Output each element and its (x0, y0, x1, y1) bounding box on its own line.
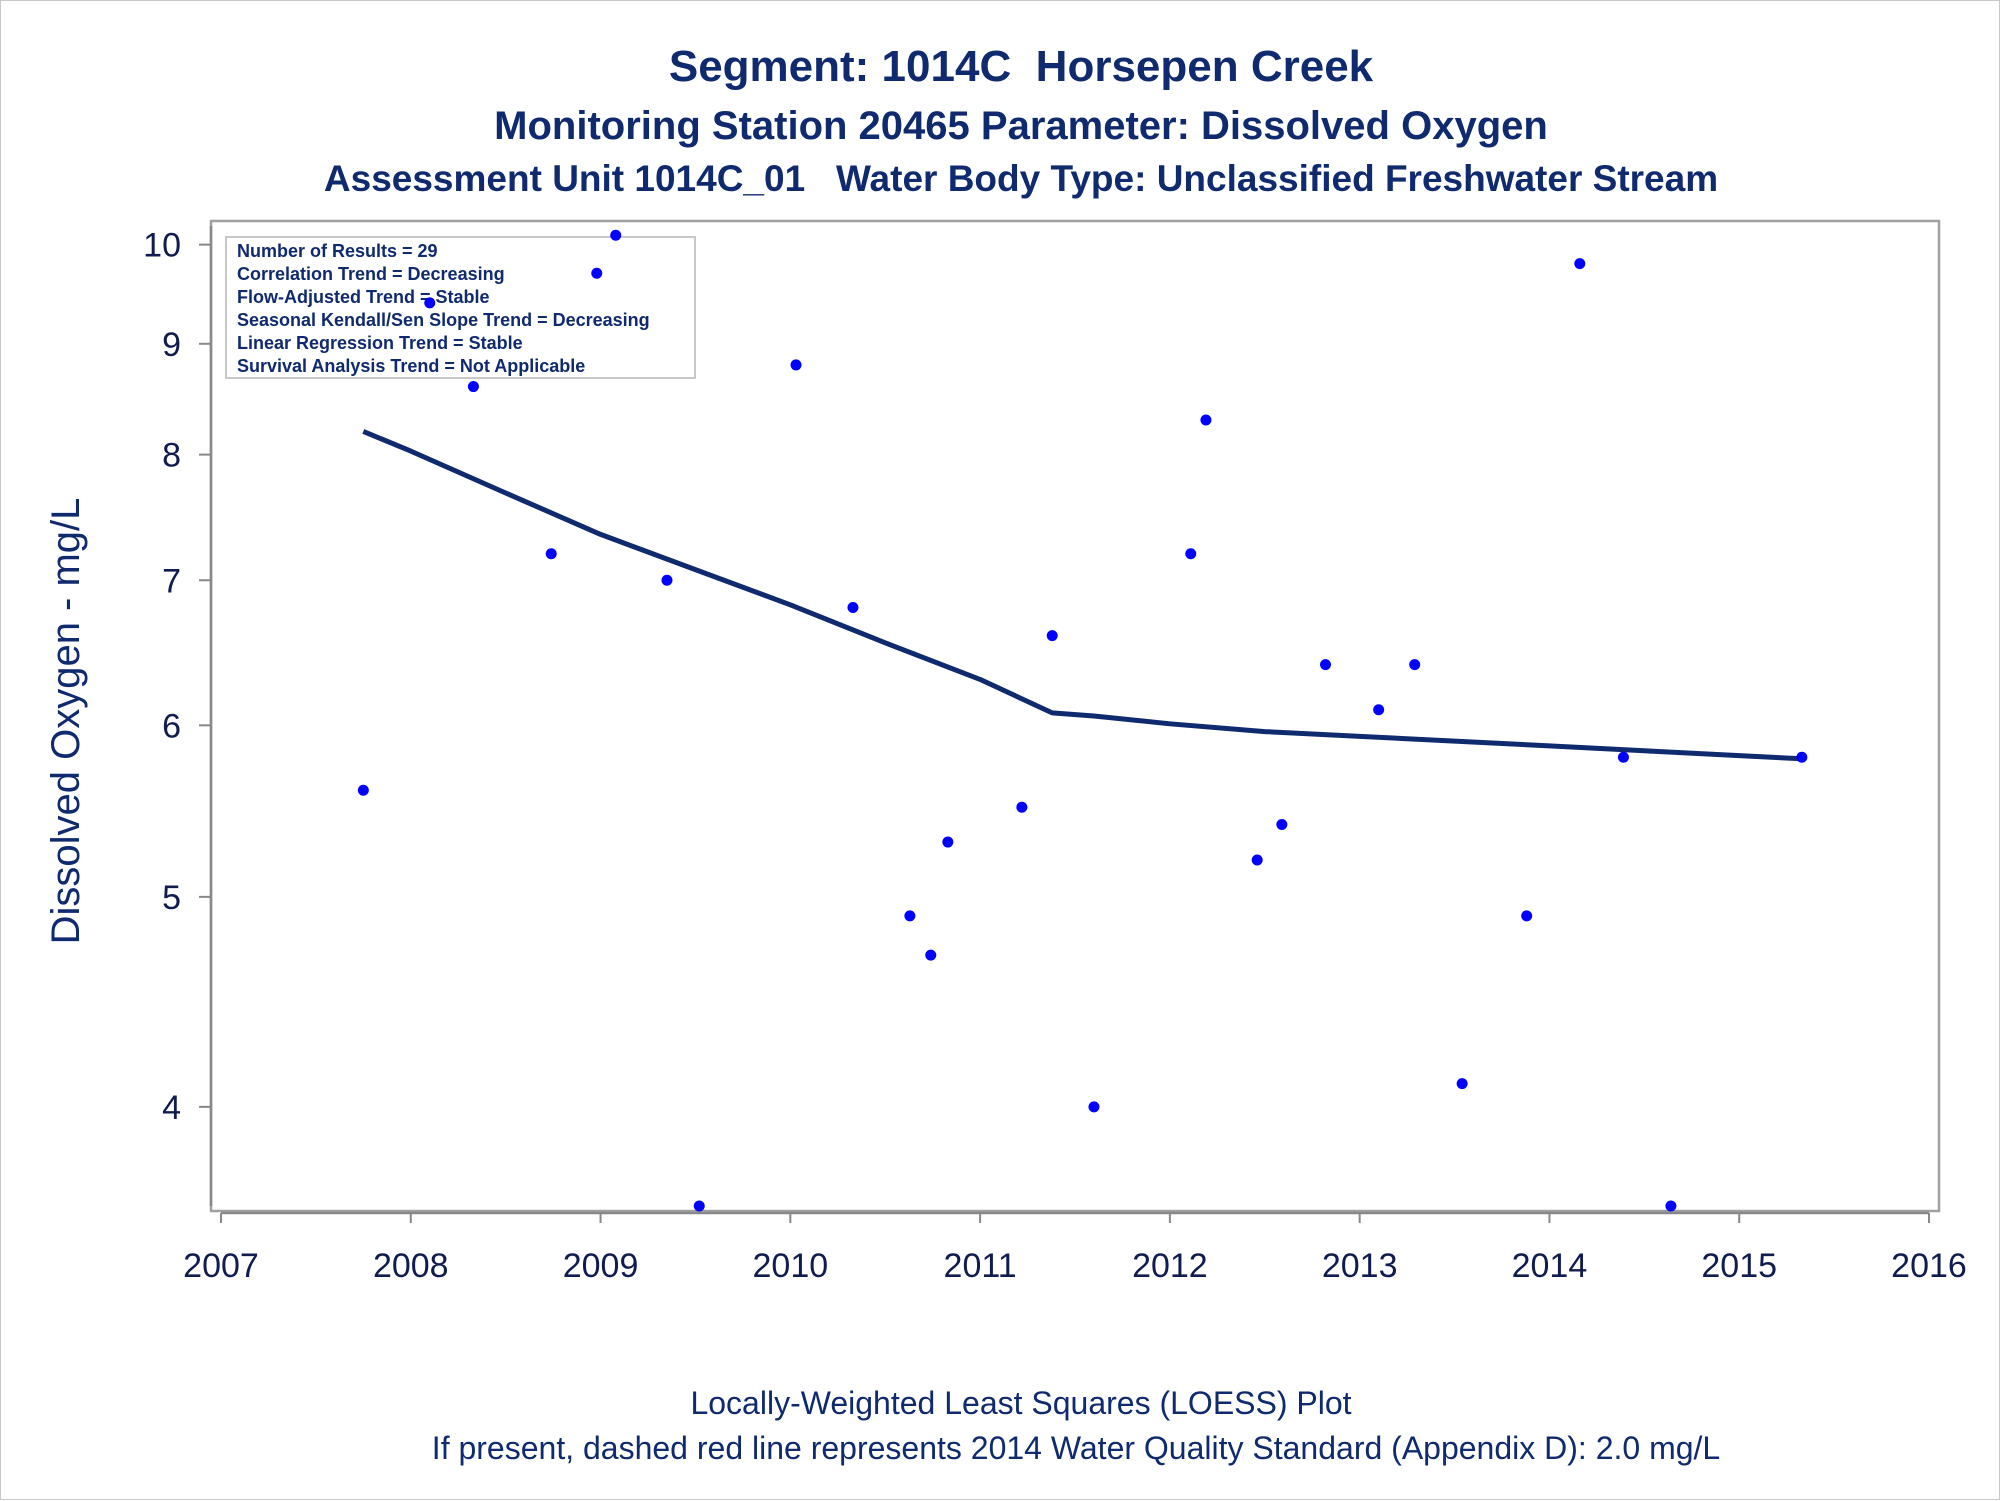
trend-info-line: Seasonal Kendall/Sen Slope Trend = Decre… (237, 310, 650, 330)
y-tick-label: 5 (162, 879, 181, 917)
data-point (591, 267, 603, 279)
trend-info-lines: Number of Results = 29 Correlation Trend … (237, 241, 650, 376)
y-axis: 4 5 6 7 8 9 10 (143, 226, 213, 1206)
trend-info-line: Correlation Trend = Decreasing (237, 264, 505, 284)
y-axis-label: Dissolved Oxygen - mg/L (44, 498, 88, 945)
y-tick-label: 7 (162, 562, 181, 600)
data-point (1617, 751, 1629, 763)
data-point (610, 229, 622, 241)
x-tick-label: 2015 (1701, 1247, 1777, 1285)
x-tick-label: 2010 (753, 1247, 829, 1285)
plot-marks (357, 229, 1808, 1212)
data-point (1185, 548, 1197, 560)
y-tick-label: 6 (162, 707, 181, 745)
x-tick-label: 2014 (1512, 1247, 1588, 1285)
data-point (1796, 751, 1808, 763)
y-tick-label: 10 (143, 227, 181, 265)
x-axis: 2007 2008 2009 2010 2011 2012 2013 2014 2015 2016 (183, 1211, 1967, 1285)
data-point (1320, 659, 1332, 671)
chart-subtitle: Monitoring Station 20465 Parameter: Diss… (494, 104, 1548, 148)
chart-title: Segment: 1014C Horsepen Creek (669, 42, 1374, 91)
data-point (467, 381, 479, 393)
data-point (1251, 854, 1263, 866)
data-point (1521, 910, 1533, 922)
data-point (1665, 1200, 1677, 1212)
chart-subtitle-2: Assessment Unit 1014C_01 Water Body Type… (324, 158, 1718, 199)
data-point (1016, 801, 1028, 813)
x-tick-label: 2012 (1132, 1247, 1208, 1285)
data-point (1373, 704, 1385, 716)
trend-info-box (225, 236, 696, 379)
loess-line (362, 429, 1802, 762)
data-point (904, 910, 916, 922)
y-tick-label: 9 (162, 326, 181, 364)
data-point (1046, 630, 1058, 642)
data-point (661, 574, 673, 586)
footnote-standard: If present, dashed red line represents 2… (432, 1430, 1720, 1466)
x-tick-label: 2011 (944, 1247, 1017, 1285)
data-point (1200, 414, 1212, 426)
data-point (1088, 1101, 1100, 1113)
trend-info-line: Survival Analysis Trend = Not Applicable (237, 356, 585, 376)
data-point (1574, 258, 1586, 270)
data-point (790, 359, 802, 371)
trend-info-line: Flow-Adjusted Trend = Stable (237, 287, 490, 307)
x-tick-label: 2008 (373, 1247, 449, 1285)
x-tick-label: 2013 (1322, 1247, 1398, 1285)
data-point (693, 1200, 705, 1212)
y-tick-label: 4 (162, 1089, 181, 1127)
data-point (1409, 659, 1421, 671)
data-point (1456, 1078, 1468, 1090)
data-point (545, 548, 557, 560)
trend-info-line: Number of Results = 29 (237, 241, 438, 261)
data-point (847, 602, 859, 614)
y-tick-label: 8 (162, 437, 181, 475)
x-tick-label: 2009 (563, 1247, 639, 1285)
data-point (925, 949, 937, 961)
footnote-loess: Locally-Weighted Least Squares (LOESS) P… (690, 1385, 1351, 1421)
data-point (1276, 818, 1288, 830)
x-tick-label: 2016 (1891, 1247, 1967, 1285)
data-point (424, 297, 436, 309)
x-tick-label: 2007 (183, 1247, 259, 1285)
trend-info-line: Linear Regression Trend = Stable (237, 333, 523, 353)
data-point (942, 836, 954, 848)
data-point (357, 784, 369, 796)
